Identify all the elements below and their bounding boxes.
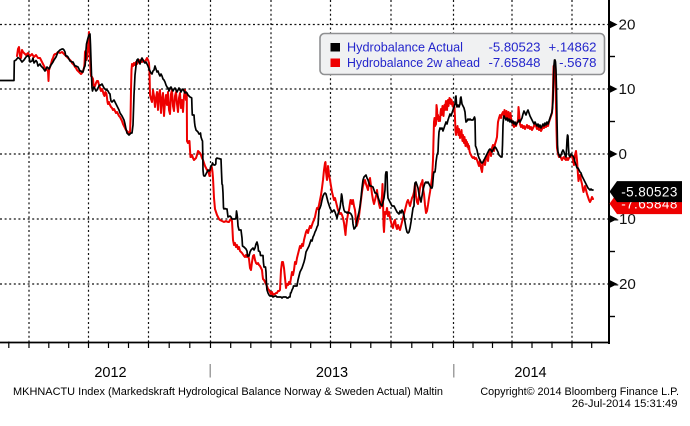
svg-text:10: 10 (619, 81, 636, 98)
svg-text:Hydrobalance Actual: Hydrobalance Actual (347, 40, 463, 55)
svg-text:+.14862: +.14862 (548, 40, 596, 55)
svg-text:Hydrobalance 2w ahead: Hydrobalance 2w ahead (347, 55, 480, 70)
svg-text:-20: -20 (614, 276, 636, 293)
svg-text:26-Jul-2014 15:31:49: 26-Jul-2014 15:31:49 (572, 398, 678, 410)
svg-text:-7.65848: -7.65848 (488, 55, 540, 70)
svg-text:-5.80523: -5.80523 (488, 40, 540, 55)
svg-text:2012: 2012 (94, 365, 126, 381)
svg-text:-10: -10 (614, 211, 636, 228)
svg-text:MKHNACTU Index (Markedskraft H: MKHNACTU Index (Markedskraft Hydrologica… (13, 386, 443, 398)
svg-text:20: 20 (619, 17, 636, 34)
svg-text:2014: 2014 (514, 365, 546, 381)
svg-text:Copyright© 2014 Bloomberg Fina: Copyright© 2014 Bloomberg Finance L.P. (480, 386, 679, 398)
svg-text:-.5678: -.5678 (559, 55, 596, 70)
svg-text:0: 0 (619, 146, 627, 163)
svg-text:2013: 2013 (316, 365, 348, 381)
svg-text:-5.80523: -5.80523 (621, 185, 678, 200)
